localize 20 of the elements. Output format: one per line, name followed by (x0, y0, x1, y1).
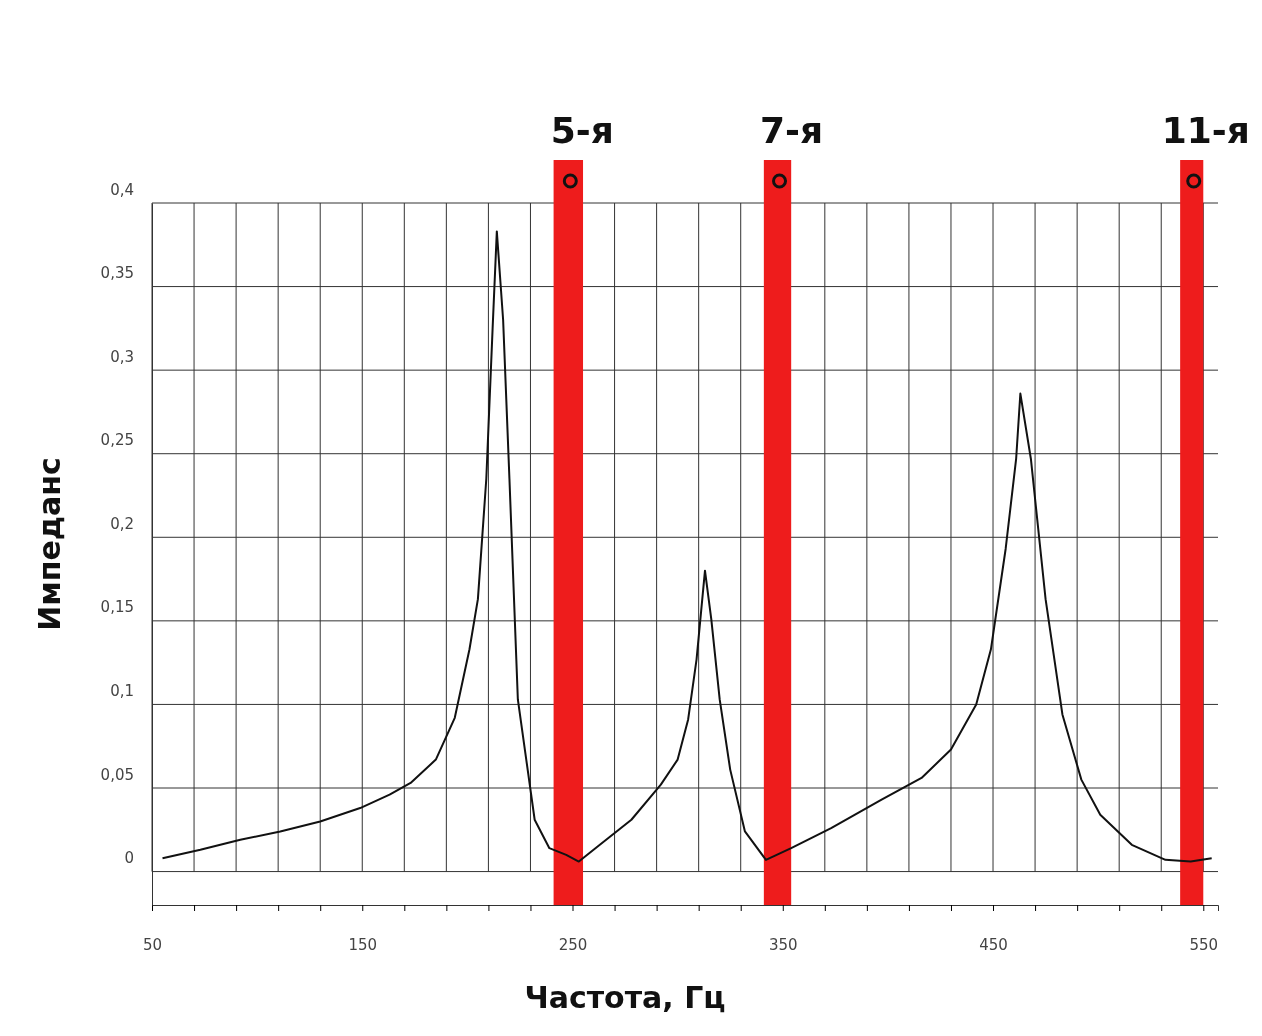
band-label: 5-я (550, 110, 614, 151)
y-axis-title: Импеданс (32, 457, 67, 631)
y-tick-label: 0,25 (100, 431, 134, 450)
y-tick-label: 0 (124, 849, 134, 868)
band-label: 11-я (1161, 110, 1250, 151)
y-tick-label: 0,35 (100, 264, 134, 283)
x-axis-title: Частота, Гц (524, 980, 726, 1015)
x-tick-label: 550 (1189, 935, 1219, 954)
y-tick-label: 0,4 (110, 180, 134, 199)
y-tick-label: 0,3 (110, 347, 134, 366)
y-tick-label: 0,1 (110, 681, 134, 700)
x-tick-label: 250 (558, 935, 588, 954)
y-tick-label: 0,2 (110, 514, 134, 533)
x-tick-label: 150 (348, 935, 378, 954)
x-tick-label: 50 (142, 935, 163, 954)
band-label: 7-я (759, 110, 824, 151)
y-tick-label: 0,15 (100, 598, 134, 617)
x-tick-label: 350 (768, 935, 798, 954)
x-tick-label: 450 (979, 935, 1008, 954)
y-tick-label: 0,05 (100, 765, 134, 784)
